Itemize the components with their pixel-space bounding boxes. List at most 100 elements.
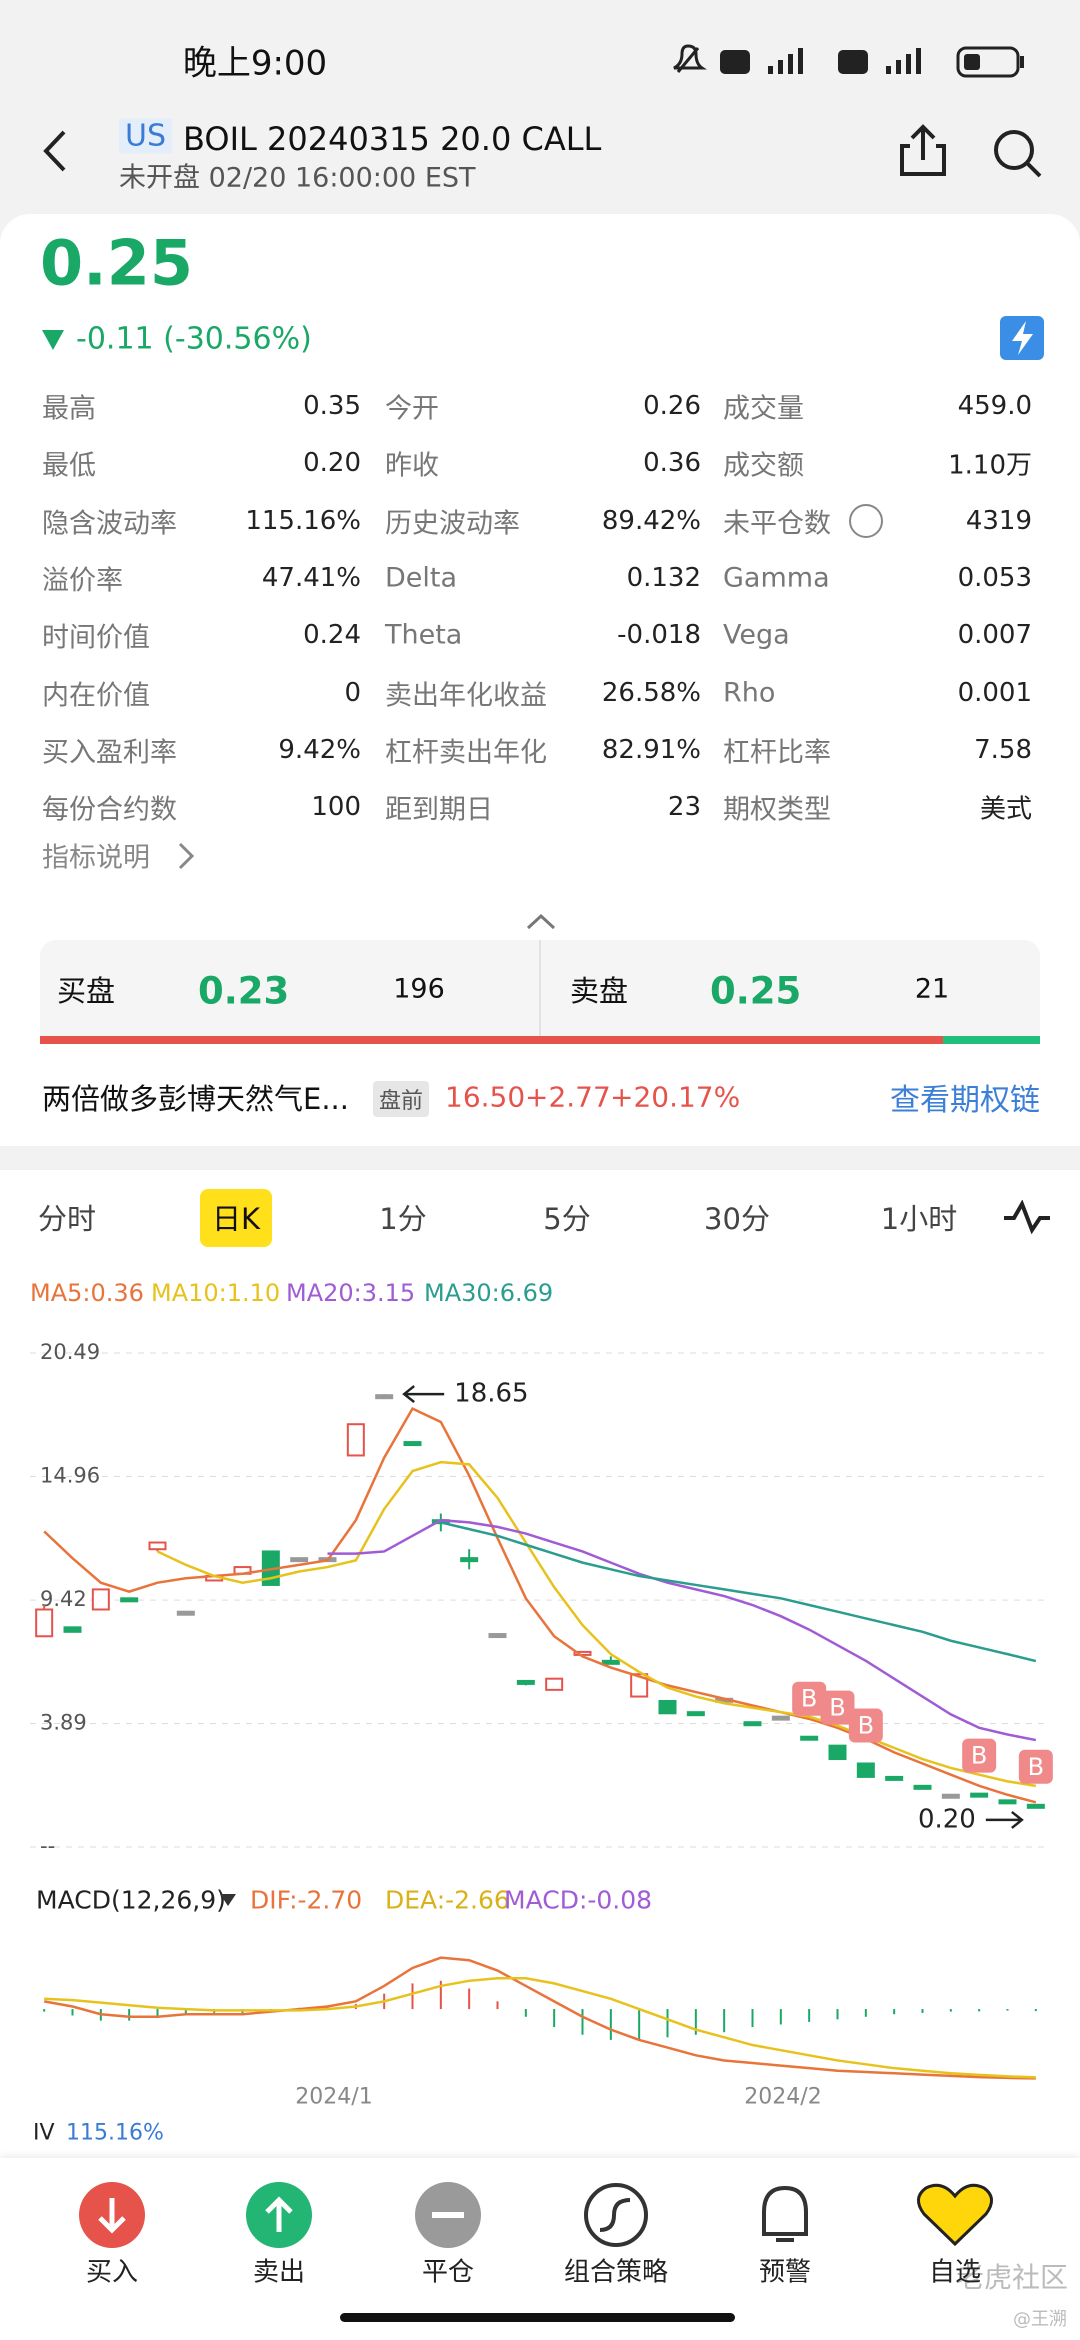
underlying-pct: +20.17%: [610, 1080, 741, 1114]
date-label: 2024/2: [744, 2084, 822, 2110]
period-tab[interactable]: 分时: [37, 1202, 97, 1236]
ma-legend-item: MA5:0.36: [30, 1279, 144, 1307]
stat-label: 卖出年化收益: [385, 680, 547, 711]
date-label: 2024/1: [295, 2084, 373, 2110]
y-tick-label: 14.96: [40, 1463, 100, 1487]
buy-marker: [792, 1681, 827, 1716]
nav-label[interactable]: 卖出: [252, 2257, 306, 2288]
last-price: 0.25: [40, 226, 193, 300]
candle-body: [488, 1633, 507, 1639]
candle-body: [290, 1557, 309, 1563]
candle-body: [686, 1711, 705, 1717]
nav-icons: [79, 2182, 993, 2248]
macd-dropdown[interactable]: [219, 1892, 237, 1908]
ma-line: [156, 1460, 1037, 1788]
stat-label: Rho: [723, 677, 776, 708]
price-change: -0.11 (-30.56%): [76, 321, 312, 357]
period-tab[interactable]: 5分: [543, 1202, 591, 1236]
underlying-change: +2.77: [525, 1080, 611, 1114]
stat-label: Delta: [385, 562, 458, 594]
period-tab[interactable]: 1分: [379, 1202, 427, 1236]
stat-value: 0: [344, 677, 361, 708]
nav-label[interactable]: 平仓: [421, 2257, 475, 2288]
period-tab[interactable]: 30分: [704, 1202, 770, 1236]
nav-label[interactable]: 买入: [85, 2257, 139, 2288]
indicator-toggle[interactable]: [1002, 1200, 1052, 1234]
watchlist-icon[interactable]: [917, 2183, 993, 2247]
y-tick-label: 9.42: [40, 1587, 87, 1611]
stat-label: 隐含波动率: [42, 508, 177, 540]
candle-body: [970, 1792, 989, 1798]
bid-volume-bar: [40, 1036, 944, 1044]
ma-legend-item: MA20:3.15: [286, 1279, 416, 1307]
candle-body: [856, 1762, 875, 1778]
ma-line: [327, 1518, 1037, 1742]
stat-value: 26.58%: [601, 677, 701, 708]
stat-label: 历史波动率: [385, 508, 520, 540]
candle-body: [1026, 1803, 1045, 1809]
strategy-icon[interactable]: [584, 2183, 648, 2247]
stat-value: 100: [311, 792, 361, 823]
lightning-icon[interactable]: [1000, 316, 1044, 360]
candle-body: [998, 1799, 1017, 1805]
stat-label: 最低: [42, 450, 96, 482]
macd-title: MACD(12,26,9): [36, 1885, 226, 1915]
nav-label[interactable]: 自选: [928, 2257, 982, 2288]
stat-value: 115.16%: [245, 505, 361, 536]
period-tab[interactable]: 日K: [211, 1202, 261, 1236]
ma-line: [440, 1521, 1037, 1663]
back-button[interactable]: [36, 126, 76, 176]
close-icon[interactable]: [415, 2182, 481, 2248]
share-button[interactable]: [898, 124, 948, 178]
stat-label: 未平仓数: [723, 508, 831, 540]
nav-label[interactable]: 组合策略: [563, 2257, 669, 2288]
candle-body: [176, 1610, 195, 1616]
macd-value-label: MACD:-0.08: [504, 1885, 653, 1915]
stat-value: 0.132: [626, 562, 701, 593]
stat-value: 0.26: [643, 391, 701, 421]
candle-body: [516, 1679, 535, 1685]
option-chain-link[interactable]: 查看期权链: [890, 1083, 1040, 1118]
stat-value: 82.91%: [601, 734, 701, 765]
search-button[interactable]: [990, 126, 1044, 180]
period-tab[interactable]: 1小时: [880, 1202, 958, 1236]
info-icon[interactable]: [849, 503, 883, 538]
candle-body: [658, 1700, 677, 1715]
bid-size: 196: [393, 973, 445, 1005]
sell-icon[interactable]: [246, 2182, 312, 2248]
buy-icon[interactable]: [79, 2182, 145, 2248]
buy-marker-label: B: [1028, 1753, 1044, 1781]
candle-body: [403, 1441, 422, 1447]
candle-body: [913, 1784, 932, 1790]
candle-body: [375, 1394, 394, 1400]
underlying-name[interactable]: 两倍做多彭博天然气E...: [42, 1082, 349, 1116]
low-arrow: [985, 1810, 1024, 1829]
stat-label: 杠杆卖出年化: [385, 737, 547, 769]
stat-value: -0.018: [617, 620, 701, 651]
alert-icon[interactable]: [762, 2185, 808, 2242]
y-tick-label: 20.49: [40, 1340, 100, 1364]
watermark: 老虎社区: [955, 2261, 1069, 2294]
low-label: 0.20: [918, 1804, 976, 1834]
stat-label: 今开: [385, 393, 439, 425]
stat-value: 美式: [979, 794, 1032, 825]
stat-label: 每份合约数: [42, 794, 177, 826]
stat-label: 内在价值: [42, 680, 150, 711]
stat-label: 成交量: [723, 393, 804, 425]
stat-label: Theta: [385, 619, 463, 651]
stat-value: 0.007: [957, 620, 1032, 651]
underlying-price: 16.50: [445, 1080, 526, 1114]
dif-line: [43, 1956, 1036, 2080]
collapse-caret[interactable]: [524, 912, 558, 932]
candle-body: [545, 1677, 564, 1691]
indicator-help[interactable]: 指标说明: [42, 842, 150, 874]
stat-value: 89.42%: [601, 505, 701, 536]
candle-body: [800, 1735, 819, 1741]
nav-label[interactable]: 预警: [758, 2257, 812, 2288]
active-tab-bg: [200, 1189, 272, 1247]
dea-label: DEA:-2.66: [385, 1885, 510, 1915]
stat-value: 0.20: [303, 448, 361, 479]
stat-label: 期权类型: [723, 794, 831, 826]
